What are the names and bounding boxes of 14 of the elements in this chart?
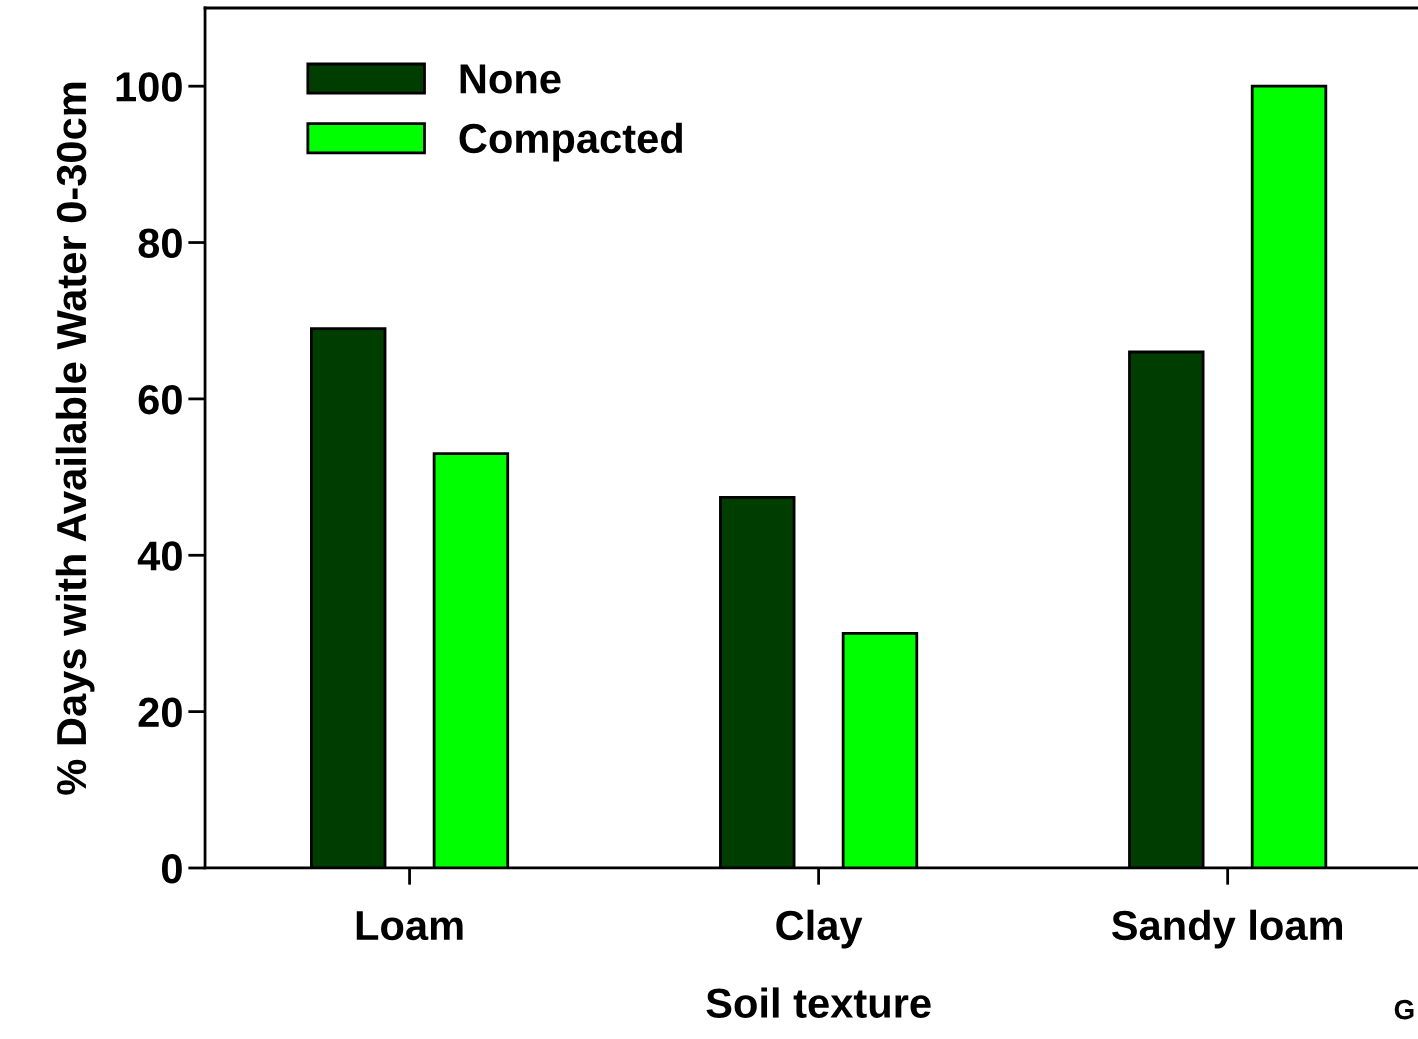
legend-label: Compacted bbox=[459, 122, 682, 162]
y-tick-label: 100 bbox=[116, 72, 182, 102]
legend-label: None bbox=[460, 64, 561, 94]
x-tick-label: Clay bbox=[776, 909, 863, 949]
x-axis-title: Soil texture bbox=[706, 987, 931, 1018]
x-tick-label: Loam bbox=[356, 911, 463, 941]
y-tick-label: 20 bbox=[138, 697, 182, 728]
y-tick-label: 0 bbox=[161, 853, 182, 884]
x-tick-label: Sandy loam bbox=[1111, 909, 1343, 949]
y-tick-label: 40 bbox=[137, 541, 182, 571]
y-tick-label: 60 bbox=[138, 384, 182, 415]
y-tick-label: 80 bbox=[138, 228, 182, 259]
text: G bbox=[1394, 999, 1414, 1020]
y-axis-title: % Days with Available Water 0-30cm bbox=[55, 82, 95, 795]
